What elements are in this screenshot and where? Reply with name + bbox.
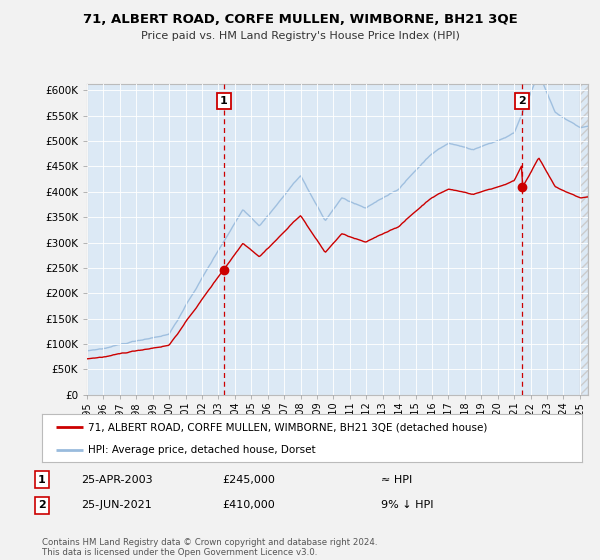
Text: £410,000: £410,000 — [222, 500, 275, 510]
Text: 1: 1 — [220, 96, 227, 106]
Text: Price paid vs. HM Land Registry's House Price Index (HPI): Price paid vs. HM Land Registry's House … — [140, 31, 460, 41]
Text: HPI: Average price, detached house, Dorset: HPI: Average price, detached house, Dors… — [88, 445, 316, 455]
Bar — [580, 84, 588, 395]
Text: 9% ↓ HPI: 9% ↓ HPI — [381, 500, 433, 510]
Text: £245,000: £245,000 — [222, 475, 275, 485]
Text: 2: 2 — [518, 96, 526, 106]
Text: 25-JUN-2021: 25-JUN-2021 — [81, 500, 152, 510]
Text: 25-APR-2003: 25-APR-2003 — [81, 475, 152, 485]
Text: 71, ALBERT ROAD, CORFE MULLEN, WIMBORNE, BH21 3QE: 71, ALBERT ROAD, CORFE MULLEN, WIMBORNE,… — [83, 13, 517, 26]
Text: Contains HM Land Registry data © Crown copyright and database right 2024.
This d: Contains HM Land Registry data © Crown c… — [42, 538, 377, 557]
Text: ≈ HPI: ≈ HPI — [381, 475, 412, 485]
Text: 2: 2 — [38, 500, 46, 510]
Text: 1: 1 — [38, 475, 46, 485]
Text: 71, ALBERT ROAD, CORFE MULLEN, WIMBORNE, BH21 3QE (detached house): 71, ALBERT ROAD, CORFE MULLEN, WIMBORNE,… — [88, 422, 487, 432]
